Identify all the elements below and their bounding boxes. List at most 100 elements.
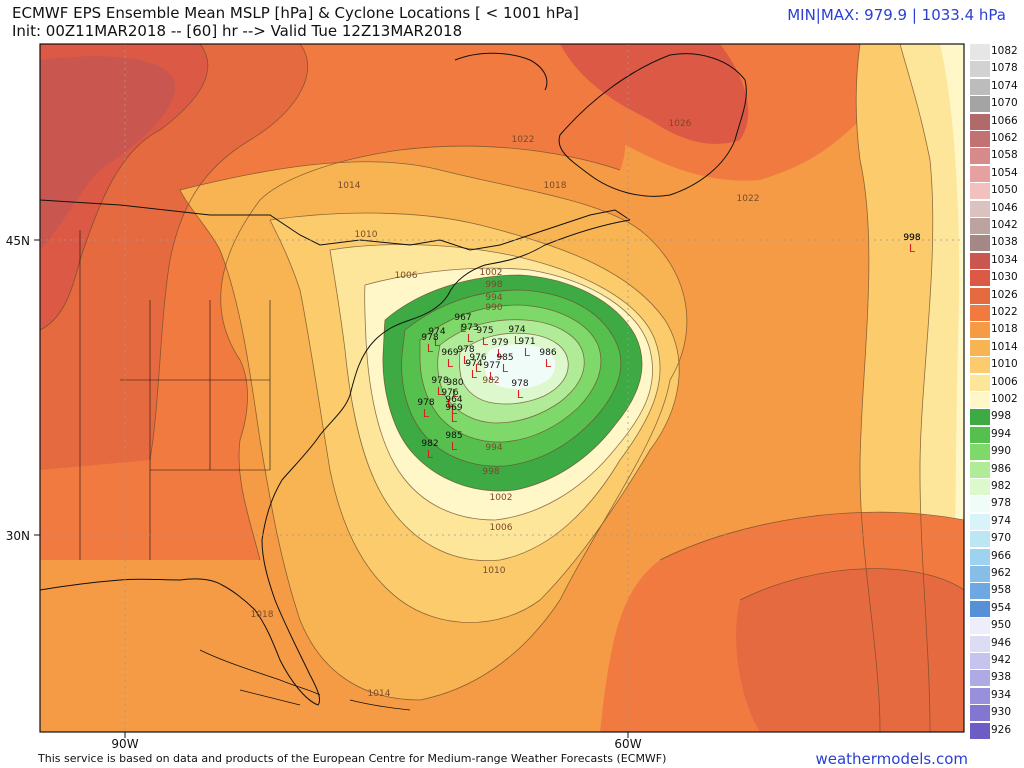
colorbar-swatch: [970, 183, 990, 200]
low-center-icon: L: [452, 387, 459, 400]
colorbar-label: 1042: [991, 219, 1018, 231]
colorbar-swatch: [970, 618, 990, 635]
low-center-icon: L: [545, 357, 552, 370]
labrador-coast: [454, 52, 548, 91]
low-center-icon: L: [437, 385, 444, 398]
colorbar-row: 1010: [970, 357, 1018, 374]
colorbar-swatch: [970, 305, 990, 321]
colorbar-swatch: [970, 635, 990, 652]
colorbar-row: 966: [970, 548, 1018, 565]
colorbar-swatch: [970, 200, 990, 217]
colorbar-label: 958: [991, 584, 1012, 597]
field-1034: [40, 56, 176, 250]
colorbar-row: 942: [970, 653, 1018, 669]
isobar-label: 1006: [490, 523, 513, 533]
colorbar-swatch: [970, 218, 990, 234]
low-center-icon: L: [434, 336, 441, 349]
low-center-icon: L: [447, 357, 454, 370]
colorbar-label: 1002: [991, 393, 1018, 405]
cyclone-pressure-label: 969: [445, 403, 462, 413]
colorbar-label: 1022: [991, 306, 1018, 318]
colorbar-row: 998: [970, 409, 1018, 426]
colorbar-label: 930: [991, 706, 1012, 719]
low-center-icon: L: [489, 370, 496, 383]
colorbar-label: 1078: [991, 62, 1018, 75]
colorbar-swatch: [970, 322, 990, 339]
isobar-label: 1018: [251, 610, 274, 620]
low-center-icon: L: [451, 404, 458, 417]
cyclone-pressure-label: 976: [469, 353, 486, 363]
brand-link[interactable]: weathermodels.com: [815, 750, 968, 768]
map-subtitle: Init: 00Z11MAR2018 -- [60] hr --> Valid …: [12, 22, 463, 40]
isobar-label: 1014: [368, 689, 391, 699]
colorbar-row: 986: [970, 461, 1018, 478]
cyclone-pressure-label: 998: [903, 233, 920, 243]
isobar-label: 998: [485, 280, 502, 290]
isobar-label: 1010: [483, 566, 506, 576]
isobar-label: 990: [485, 303, 502, 313]
isobar-label: 994: [485, 443, 502, 453]
low-center-icon: L: [451, 440, 458, 453]
colorbar-swatch: [970, 531, 990, 548]
colorbar-label: 970: [991, 532, 1012, 545]
colorbar-label: 1054: [991, 166, 1018, 179]
isobar-986: [437, 319, 585, 424]
cyclone-pressure-label: 971: [518, 337, 535, 347]
colorbar-row: 1034: [970, 252, 1018, 269]
colorbar-swatch: [970, 374, 990, 391]
colorbar-swatch: [970, 670, 990, 687]
colorbar-row: 1046: [970, 200, 1018, 217]
isobar-label: 982: [482, 376, 499, 386]
low-center-icon: L: [502, 362, 509, 375]
colorbar-label: 966: [991, 549, 1012, 562]
cyclone-pressure-label: 985: [445, 431, 462, 441]
colorbar-label: 1010: [991, 358, 1018, 371]
colorbar-label: 998: [991, 410, 1012, 423]
colorbar-row: 990: [970, 444, 1018, 461]
cyclone-pressure-label: 969: [441, 348, 458, 358]
cyclone-pressure-label: 980: [446, 378, 463, 388]
colorbar-label: 946: [991, 636, 1012, 649]
cyclone-pressure-label: 978: [511, 379, 528, 389]
colorbar-swatch: [970, 252, 990, 269]
isobar-1006: [329, 244, 661, 562]
low-center-icon: L: [427, 342, 434, 355]
colorbar-label: 1046: [991, 201, 1018, 214]
colorbar-swatch: [970, 113, 990, 130]
colorbar-label: 1030: [991, 271, 1018, 284]
colorbar-row: 1018: [970, 322, 1018, 339]
colorbar-swatch: [970, 235, 990, 252]
colorbar-row: 954: [970, 600, 1018, 617]
lon-label-60w: 60W: [614, 737, 641, 751]
low-center-icon: L: [467, 332, 474, 345]
isobar-label: 1002: [480, 268, 503, 278]
isobar-label: 1010: [355, 230, 378, 240]
colorbar-swatch: [970, 566, 990, 582]
isobar-label: 1022: [737, 194, 760, 204]
colorbar-row: 1042: [970, 218, 1018, 234]
isobar-982: [458, 332, 569, 405]
colorbar-row: 1038: [970, 235, 1018, 252]
colorbar-row: 930: [970, 705, 1018, 722]
low-center-icon: L: [427, 448, 434, 461]
colorbar-row: 1014: [970, 339, 1018, 356]
colorbar-swatch: [970, 600, 990, 617]
isobar-998: [382, 274, 643, 492]
colorbar-swatch: [970, 44, 990, 60]
colorbar-swatch: [970, 409, 990, 426]
colorbar-swatch: [970, 461, 990, 478]
colorbar-label: 978: [991, 497, 1012, 510]
cyclone-pressure-label: 982: [421, 439, 438, 449]
low-center-icon: L: [463, 354, 470, 367]
colorbar-row: 938: [970, 670, 1018, 687]
colorbar-swatch: [970, 392, 990, 408]
colorbar-row: 1022: [970, 305, 1018, 321]
colorbar-label: 1018: [991, 323, 1018, 336]
colorbar-row: 1066: [970, 113, 1018, 130]
colorbar-swatch: [970, 479, 990, 495]
isobar-label: 1026: [669, 119, 692, 129]
lat-label-30n: 30N: [6, 529, 30, 543]
cyclone-pressure-label: 978: [457, 345, 474, 355]
